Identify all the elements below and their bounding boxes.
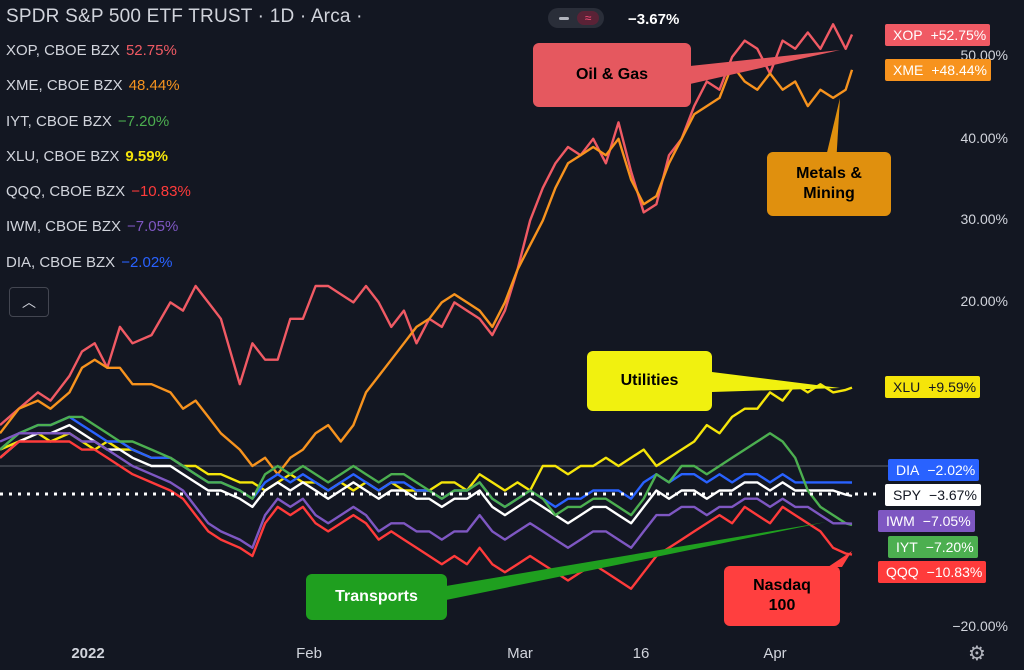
legend-item[interactable]: IYT, CBOE BZX −7.20% — [6, 113, 191, 148]
legend-item[interactable]: XOP, CBOE BZX 52.75% — [6, 42, 191, 77]
axis-tag-symbol: DIA — [896, 462, 920, 478]
axis-tag-value: +48.44% — [931, 62, 988, 78]
legend-item-name: XOP, CBOE BZX — [6, 42, 120, 59]
legend-collapse-button[interactable]: ︿ — [9, 287, 49, 317]
x-tick: 16 — [632, 645, 650, 662]
axis-tag-symbol: SPY — [893, 487, 922, 503]
legend-item-name: XME, CBOE BZX — [6, 77, 123, 95]
legend-item-value: 48.44% — [128, 77, 180, 95]
legend-item-name: IYT, CBOE BZX — [6, 112, 112, 130]
callout-pointer-transports — [446, 522, 826, 600]
axis-tag-symbol: QQQ — [886, 564, 919, 580]
legend-item-value: 9.59% — [125, 147, 168, 165]
series-line-iyt — [0, 415, 853, 527]
axis-tag-xme: XME +48.44% — [885, 59, 992, 81]
minus-icon[interactable] — [553, 11, 575, 25]
axis-tag-symbol: IWM — [886, 513, 915, 529]
chart-title: SPDR S&P 500 ETF TRUST · 1D · Arca · — [6, 6, 363, 27]
x-tick: Feb — [296, 645, 322, 662]
callout-pointer-oil — [690, 50, 840, 84]
axis-tag-value: −2.02% — [927, 462, 976, 478]
legend-item-value: −2.02% — [121, 253, 173, 271]
gear-icon[interactable]: ⚙ — [968, 643, 986, 665]
legend-item-name: QQQ, CBOE BZX — [6, 183, 126, 201]
legend-item[interactable]: QQQ, CBOE BZX −10.83% — [6, 183, 191, 218]
header-toggle-group[interactable]: ≈ — [548, 8, 604, 28]
axis-tag-spy: SPY −3.67% — [885, 484, 981, 506]
x-tick: Mar — [507, 645, 533, 662]
x-tick: 2022 — [71, 645, 105, 662]
series-line-spy — [0, 423, 853, 525]
header-change: −3.67% — [628, 11, 680, 28]
axis-tag-qqq: QQQ −10.83% — [878, 561, 987, 583]
callout-pointer-nasdaq — [828, 551, 852, 567]
axis-tag-iyt: IYT −7.20% — [888, 536, 978, 558]
legend-item[interactable]: IWM, CBOE BZX −7.05% — [6, 218, 191, 253]
legend-item[interactable]: DIA, CBOE BZX −2.02% — [6, 254, 191, 289]
axis-tag-iwm: IWM −7.05% — [878, 510, 975, 532]
y-tick: 20.00% — [960, 293, 1008, 309]
callout-pointer-utilities — [712, 372, 840, 392]
x-tick: Apr — [763, 645, 787, 662]
axis-tag-value: −7.20% — [925, 539, 974, 555]
axis-tag-value: −7.05% — [922, 513, 971, 529]
y-tick: 40.00% — [960, 130, 1008, 146]
axis-tag-xop: XOP +52.75% — [885, 24, 991, 46]
legend-item-name: XLU, CBOE BZX — [6, 147, 120, 165]
callout-utilities: Utilities — [587, 351, 712, 411]
axis-tag-symbol: XOP — [893, 27, 923, 43]
series-legend: XOP, CBOE BZX 52.75% XME, CBOE BZX 48.44% … — [6, 42, 191, 289]
y-tick: 30.00% — [960, 211, 1008, 227]
legend-item-value: −10.83% — [131, 183, 191, 201]
series-line-xme — [0, 63, 854, 476]
axis-tag-symbol: IYT — [896, 539, 918, 555]
series-line-qqq — [0, 440, 853, 590]
axis-tag-value: +52.75% — [930, 27, 987, 43]
callout-pointer-metals — [824, 98, 840, 165]
legend-item[interactable]: XME, CBOE BZX 48.44% — [6, 77, 191, 112]
axis-tag-value: −3.67% — [929, 487, 977, 503]
axis-tag-dia: DIA −2.02% — [888, 459, 980, 481]
axis-tag-symbol: XME — [893, 62, 924, 78]
callout-oil-gas: Oil & Gas — [533, 43, 691, 107]
series-line-xop — [0, 23, 854, 427]
legend-item[interactable]: XLU, CBOE BZX 9.59% — [6, 148, 191, 183]
chevron-up-icon: ︿ — [22, 294, 36, 310]
series-line-xlu — [0, 383, 853, 492]
axis-tag-value: −10.83% — [926, 564, 983, 580]
legend-item-value: −7.05% — [127, 218, 179, 236]
callout-transports: Transports — [306, 574, 447, 620]
series-line-iwm — [0, 432, 853, 549]
legend-item-name: IWM, CBOE BZX — [6, 218, 122, 236]
legend-item-value: −7.20% — [117, 112, 170, 130]
y-tick: −20.00% — [952, 618, 1008, 634]
legend-item-name: DIA, CBOE BZX — [6, 253, 116, 271]
axis-tag-value: +9.59% — [928, 379, 977, 395]
callout-nasdaq: Nasdaq 100 — [724, 566, 840, 626]
legend-item-value: 52.75% — [125, 42, 177, 59]
callout-metals-mining: Metals & Mining — [767, 152, 891, 216]
wave-icon[interactable]: ≈ — [577, 11, 599, 25]
series-lines — [0, 23, 854, 590]
axis-tag-xlu: XLU +9.59% — [885, 376, 981, 398]
axis-tag-symbol: XLU — [893, 379, 921, 395]
